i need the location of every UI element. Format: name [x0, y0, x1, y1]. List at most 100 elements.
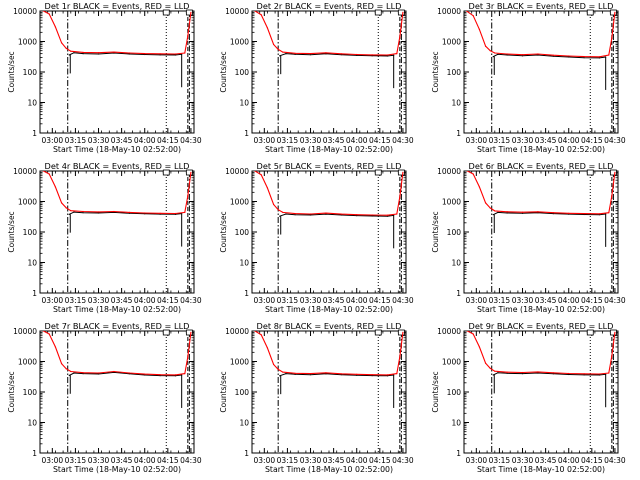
- series-group: [251, 9, 404, 89]
- data-point: [386, 54, 389, 56]
- data-point: [73, 211, 75, 213]
- series-line-lld: [466, 171, 616, 215]
- x-tick-label: 03:00: [254, 136, 276, 145]
- marker-box: [374, 329, 382, 336]
- detector-panel: Det 5r BLACK = Events, RED = LLD 1 10 100 10…: [219, 161, 414, 314]
- plot-frame: [39, 330, 195, 454]
- plot-frame: [463, 10, 619, 134]
- data-point: [73, 52, 75, 54]
- y-axis-label: Counts/sec: [431, 211, 440, 252]
- data-point: [396, 213, 398, 215]
- data-point: [187, 195, 189, 197]
- series-line-events: [279, 53, 394, 57]
- panel-title: Det 1r BLACK = Events, RED = LLD: [45, 1, 190, 11]
- data-point: [371, 374, 373, 377]
- data-point: [402, 11, 404, 13]
- data-point: [266, 347, 268, 349]
- y-tick-label: 10: [27, 99, 37, 108]
- y-tick-label: 10000: [13, 7, 37, 16]
- data-point: [294, 213, 296, 215]
- x-tick-label: 04:15: [157, 296, 179, 305]
- data-point: [521, 55, 524, 57]
- x-tick-label: 04:30: [180, 136, 202, 145]
- data-point: [340, 54, 342, 56]
- y-tick-label: 1000: [230, 198, 249, 207]
- data-point: [97, 211, 100, 213]
- x-axis-label: Start Time (18-May-10 02:52:00): [265, 465, 393, 474]
- data-point: [399, 36, 401, 38]
- x-tick-label: 04:00: [134, 296, 156, 305]
- y-tick-label: 1: [32, 289, 37, 298]
- data-point: [472, 15, 474, 17]
- y-tick-label: 10000: [437, 167, 461, 176]
- x-tick-label: 04:00: [558, 296, 580, 305]
- panel-title: Det 3r BLACK = Events, RED = LLD: [469, 1, 614, 11]
- data-point: [82, 212, 84, 214]
- x-tick-label: 04:30: [180, 456, 202, 465]
- marker-box: [374, 9, 382, 16]
- panel-title: Det 6r BLACK = Events, RED = LLD: [469, 161, 614, 171]
- data-point: [611, 355, 613, 357]
- data-point: [484, 362, 487, 364]
- data-point: [494, 210, 496, 212]
- series-group: [466, 331, 616, 408]
- y-tick-label: 10: [451, 419, 461, 428]
- data-point: [399, 196, 401, 198]
- x-tick-label: 03:45: [535, 456, 557, 465]
- data-point: [521, 373, 524, 375]
- y-tick-label: 10: [239, 99, 249, 108]
- x-tick-label: 04:00: [134, 136, 156, 145]
- x-tick-label: 03:30: [512, 456, 534, 465]
- series-group: [253, 171, 404, 249]
- series-group: [253, 331, 404, 408]
- data-point: [494, 52, 496, 54]
- data-point: [537, 53, 539, 55]
- plot-frame: [463, 330, 619, 454]
- y-tick-label: 100: [235, 388, 250, 397]
- data-point: [463, 169, 464, 170]
- data-point: [472, 173, 474, 175]
- data-point: [521, 212, 524, 214]
- data-point: [614, 171, 616, 173]
- data-point: [39, 169, 40, 170]
- data-point: [340, 213, 342, 215]
- data-point: [492, 55, 494, 58]
- plot-frame: [39, 170, 195, 294]
- data-point: [402, 331, 404, 333]
- y-tick-label: 1: [244, 289, 249, 298]
- x-tick-label: 03:45: [111, 296, 133, 305]
- y-tick-label: 1: [244, 129, 249, 138]
- x-tick-label: 04:15: [369, 456, 391, 465]
- data-point: [583, 55, 585, 58]
- data-point: [568, 212, 570, 214]
- data-point: [340, 53, 342, 55]
- data-point: [174, 375, 177, 377]
- data-point: [340, 374, 342, 376]
- x-tick-label: 04:30: [180, 296, 202, 305]
- detector-panel: Det 3r BLACK = Events, RED = LLD 1 10 100 10…: [431, 1, 626, 154]
- detector-panel: Det 9r BLACK = Events, RED = LLD 1 10 100 10…: [431, 321, 626, 474]
- data-point: [608, 212, 610, 214]
- x-tick-label: 03:15: [65, 136, 87, 145]
- x-tick-label: 03:00: [254, 296, 276, 305]
- x-tick-label: 04:00: [346, 296, 368, 305]
- data-point: [54, 346, 57, 348]
- data-point: [128, 372, 130, 374]
- data-point: [190, 171, 192, 173]
- data-point: [294, 372, 296, 374]
- series-line-lld: [253, 11, 404, 56]
- data-point: [82, 372, 84, 374]
- data-point: [48, 333, 50, 335]
- x-tick-label: 03:15: [489, 296, 511, 305]
- series-line-lld: [253, 171, 404, 216]
- x-tick-label: 03:15: [277, 456, 299, 465]
- data-point: [356, 374, 358, 376]
- data-point: [611, 37, 613, 39]
- data-point: [65, 47, 67, 49]
- data-point: [598, 374, 601, 376]
- x-tick-label: 03:15: [65, 296, 87, 305]
- y-axis-label: Counts/sec: [219, 211, 228, 252]
- data-point: [251, 9, 252, 10]
- x-tick-label: 04:15: [581, 296, 603, 305]
